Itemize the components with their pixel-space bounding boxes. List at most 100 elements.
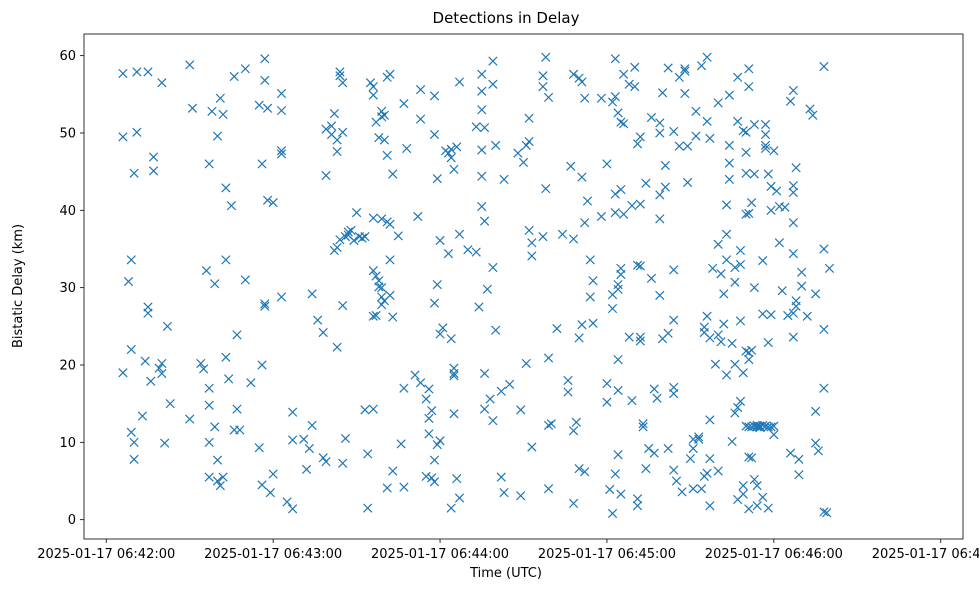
data-point bbox=[287, 504, 298, 514]
y-tick-label: 40 bbox=[59, 204, 76, 219]
data-point bbox=[268, 469, 278, 479]
data-point bbox=[760, 140, 771, 150]
data-point bbox=[449, 368, 459, 379]
data-point bbox=[819, 324, 829, 335]
data-point bbox=[204, 400, 214, 410]
data-point bbox=[727, 338, 737, 348]
data-point bbox=[254, 443, 264, 453]
data-point bbox=[810, 406, 821, 417]
data-point bbox=[538, 71, 548, 81]
data-point bbox=[696, 484, 707, 494]
data-point bbox=[321, 170, 331, 181]
data-point bbox=[226, 201, 237, 211]
data-point bbox=[148, 166, 159, 176]
data-point bbox=[204, 159, 214, 169]
data-point bbox=[632, 494, 643, 504]
data-point bbox=[735, 259, 746, 270]
data-point bbox=[374, 133, 384, 143]
data-point bbox=[482, 284, 492, 294]
data-point bbox=[413, 211, 423, 222]
data-point bbox=[424, 429, 434, 439]
data-point bbox=[713, 466, 723, 476]
data-point bbox=[635, 332, 645, 342]
data-point bbox=[746, 345, 757, 355]
data-point bbox=[446, 334, 456, 344]
data-point bbox=[619, 119, 629, 129]
data-point bbox=[791, 163, 801, 173]
data-point bbox=[705, 501, 715, 511]
data-point bbox=[577, 77, 587, 87]
data-point bbox=[669, 265, 679, 275]
data-point bbox=[204, 383, 214, 393]
data-point bbox=[477, 171, 487, 181]
data-point bbox=[783, 310, 793, 321]
data-point bbox=[449, 409, 459, 419]
data-point bbox=[335, 67, 345, 77]
data-point bbox=[399, 482, 409, 492]
data-point bbox=[349, 235, 359, 246]
data-point bbox=[688, 443, 698, 454]
data-point bbox=[521, 140, 531, 150]
data-point bbox=[371, 271, 381, 281]
data-point bbox=[610, 208, 620, 218]
data-point bbox=[674, 141, 684, 151]
data-point bbox=[730, 262, 740, 273]
data-point bbox=[527, 251, 537, 261]
data-point bbox=[741, 209, 751, 219]
data-point bbox=[185, 414, 195, 424]
data-point bbox=[471, 247, 481, 257]
data-point bbox=[446, 153, 456, 163]
data-point bbox=[758, 255, 768, 266]
data-point bbox=[613, 385, 623, 396]
data-point bbox=[518, 157, 529, 168]
data-point bbox=[318, 327, 328, 338]
data-point bbox=[215, 481, 225, 491]
data-point bbox=[713, 239, 723, 249]
data-point bbox=[276, 146, 287, 156]
data-point bbox=[338, 458, 348, 468]
data-point bbox=[335, 235, 345, 245]
data-point bbox=[652, 393, 662, 403]
data-point bbox=[655, 118, 665, 128]
data-point bbox=[454, 77, 465, 87]
data-point bbox=[671, 476, 682, 486]
data-point bbox=[477, 69, 487, 79]
data-point bbox=[313, 315, 323, 325]
data-point bbox=[619, 69, 629, 79]
data-point bbox=[772, 186, 782, 196]
data-point bbox=[276, 88, 287, 99]
data-point bbox=[543, 92, 554, 103]
data-point bbox=[741, 421, 751, 431]
data-point bbox=[254, 100, 264, 110]
data-point bbox=[165, 399, 175, 409]
data-point bbox=[749, 283, 760, 293]
data-point bbox=[318, 453, 328, 463]
data-point bbox=[410, 370, 420, 380]
data-point bbox=[735, 245, 746, 256]
data-point bbox=[568, 69, 579, 79]
data-point bbox=[496, 472, 506, 482]
data-point bbox=[763, 337, 773, 348]
data-point bbox=[326, 121, 337, 131]
data-point bbox=[619, 209, 629, 219]
data-point bbox=[357, 233, 367, 243]
data-point bbox=[760, 143, 771, 154]
data-point bbox=[427, 473, 437, 483]
data-point bbox=[730, 408, 740, 418]
data-point bbox=[752, 501, 762, 511]
data-point bbox=[154, 363, 164, 373]
data-point bbox=[733, 72, 743, 82]
data-point bbox=[368, 404, 378, 414]
data-point bbox=[265, 487, 275, 498]
data-point bbox=[491, 140, 501, 150]
data-point bbox=[635, 261, 645, 271]
data-point bbox=[196, 358, 206, 369]
data-point bbox=[488, 416, 498, 426]
data-point bbox=[682, 141, 693, 151]
data-point bbox=[716, 269, 726, 279]
x-tick-label: 2025-01-17 06:45:00 bbox=[538, 547, 676, 562]
data-point bbox=[432, 173, 442, 184]
data-point bbox=[680, 66, 690, 76]
data-point bbox=[282, 497, 292, 507]
data-point bbox=[304, 443, 314, 454]
